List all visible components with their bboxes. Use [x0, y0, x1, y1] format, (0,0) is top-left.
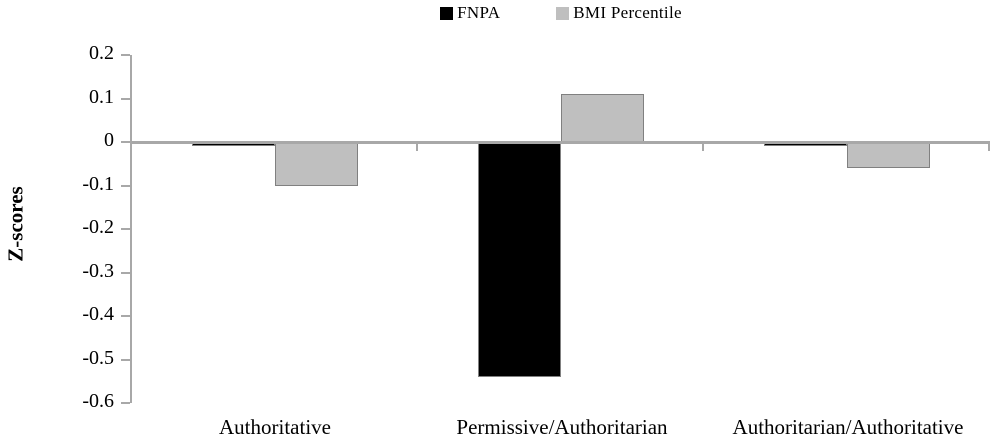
y-tick-label-6: -0.4 — [82, 303, 114, 325]
x-tick-2 — [702, 142, 704, 151]
y-tick-2 — [121, 141, 130, 143]
y-tick-label-0: 0.2 — [89, 42, 114, 64]
x-tick-1 — [416, 142, 418, 151]
y-tick-label-3: -0.1 — [82, 172, 114, 195]
legend-item-bmi-percentile: BMI Percentile — [556, 3, 682, 23]
x-category-label-authoritative: Authoritative — [219, 415, 331, 439]
y-tick-label-1: 0.1 — [89, 85, 114, 108]
bar-bmi-percentile-0 — [275, 142, 358, 186]
y-tick-label-4: -0.2 — [82, 216, 114, 238]
y-axis-line — [130, 55, 132, 403]
y-tick-label-5: -0.3 — [82, 259, 114, 282]
fnpa-swatch-icon — [440, 6, 454, 20]
x-category-label-permissive-authoritarian: Permissive/Authoritarian — [456, 415, 668, 439]
legend-label-bmi-percentile: BMI Percentile — [573, 3, 682, 22]
bmi-percentile-swatch-icon — [556, 6, 570, 20]
y-tick-4 — [121, 228, 130, 230]
y-tick-label-2: 0 — [104, 129, 114, 151]
y-tick-1 — [121, 97, 130, 100]
bar-fnpa-1 — [478, 142, 561, 377]
y-tick-3 — [121, 184, 130, 187]
bar-bmi-percentile-2 — [847, 142, 930, 169]
y-tick-label-8: -0.6 — [82, 390, 114, 412]
legend-item-fnpa: FNPA — [440, 3, 500, 23]
y-tick-8 — [121, 402, 130, 404]
y-tick-7 — [121, 358, 130, 361]
legend: FNPA BMI Percentile — [132, 3, 990, 23]
bar-bmi-percentile-1 — [561, 94, 644, 142]
x-tick-3 — [988, 142, 990, 151]
y-tick-6 — [121, 315, 130, 317]
y-tick-label-7: -0.5 — [82, 346, 114, 369]
legend-label-fnpa: FNPA — [457, 3, 501, 22]
y-tick-0 — [121, 54, 130, 56]
zero-line — [130, 140, 990, 144]
x-category-label-authoritarian-authoritative: Authoritarian/Authoritative — [732, 415, 964, 439]
y-tick-5 — [121, 271, 130, 274]
